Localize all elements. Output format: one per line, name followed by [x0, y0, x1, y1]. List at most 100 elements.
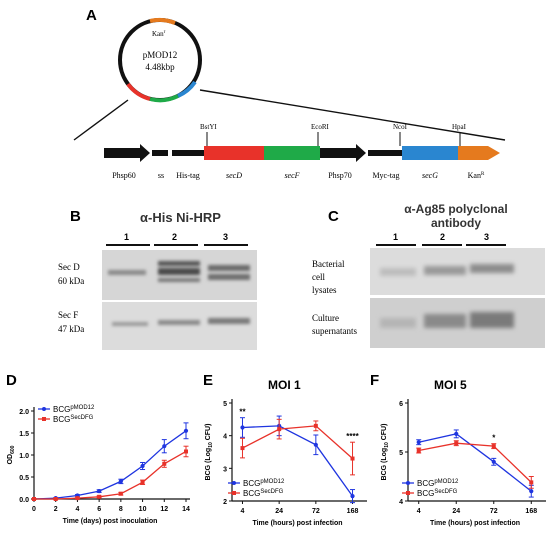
blot-c-lane-3: 3: [484, 232, 490, 242]
segment-phsp60: [104, 144, 150, 162]
chart-d-series-1-point-2: [75, 496, 80, 501]
chart-d-legend-marker-0: [42, 407, 46, 411]
blot-c-label-supernatants: Culture supernatants: [312, 313, 357, 336]
chart-e-ytick-label-0: 2: [223, 499, 227, 506]
segment-secg: [402, 146, 458, 160]
panel-c-letter: C: [328, 208, 339, 225]
chart-e-series-1-line: [242, 425, 353, 460]
chart-f-series-1-point-3: [529, 480, 534, 485]
chart-e-legend-marker-0: [232, 481, 236, 485]
plasmid-kan-label: Kanr: [152, 30, 166, 38]
chart-d-series-1-point-3: [97, 494, 102, 499]
chart-d-series-1-point-5: [140, 480, 145, 485]
chart-f-legend-marker-1: [406, 491, 410, 495]
chart-d-ytick-label-0: 0.0: [19, 497, 29, 504]
segment-phsp70: [320, 144, 366, 162]
chart-d-legend-marker-1: [42, 417, 46, 421]
chart-d-series-1-point-4: [118, 491, 123, 496]
chart-f-legend-marker-0: [406, 481, 410, 485]
chart-d-ytick-label-4: 2.0: [19, 409, 29, 416]
chart-e-series-1-point-3: [350, 456, 355, 461]
chart-f-annotation-0: *: [492, 434, 496, 443]
chart-e-xtick-label-1: 24: [275, 508, 283, 515]
chart-e-xlabel: Time (hours) post infection: [252, 520, 342, 527]
panel-d-letter: D: [6, 372, 17, 389]
chart-f-ytick-label-0: 4: [399, 499, 403, 506]
blot-c-lane-2: 2: [440, 232, 446, 242]
chart-d-series-1-line: [34, 450, 187, 500]
label-his-tag: His-tag: [176, 171, 200, 180]
chart-f-series-1-line: [418, 442, 532, 483]
chart-e-legend-label-1: BCGSecDFG: [243, 489, 284, 498]
label-myc-tag: Myc-tag: [372, 171, 399, 180]
blot-b-image: [102, 250, 257, 350]
label-secf: secF: [284, 171, 299, 180]
chart-e-ytick-label-1: 3: [223, 466, 227, 473]
plasmid-insert-arc-red: [126, 82, 151, 101]
label-phsp70: Phsp70: [328, 171, 352, 180]
blot-b-lane-1: 1: [124, 232, 130, 242]
chart-e-xtick-label-2: 72: [312, 508, 320, 515]
projection-line-left: [73, 99, 129, 141]
site-ecori: EcoRI: [311, 123, 330, 131]
chart-e-ylabel: BCG (Log10 CFU): [205, 424, 214, 481]
chart-d-series-1-point-0: [32, 497, 36, 501]
chart-f-xtick-label-1: 24: [452, 508, 460, 515]
chart-f-series-0-point-0: [416, 440, 421, 445]
panel-c: C α-Ag85 polyclonal antibody 1 2 3 Bacte…: [300, 200, 550, 360]
panel-f-letter: F: [370, 372, 380, 389]
blot-b-lane-2: 2: [172, 232, 178, 242]
chart-d-ytick-label-2: 1.0: [19, 453, 29, 460]
blot-b-lane-bar-2: [154, 244, 198, 246]
chart-e-legend-label-0: BCGpMOD12: [243, 479, 285, 488]
chart-f-series-0-line: [418, 433, 532, 492]
blot-c-title: α-Ag85 polyclonal antibody: [404, 202, 508, 230]
chart-d-xtick-label-7: 14: [182, 506, 190, 513]
blot-c-lane-bar-3: [466, 244, 506, 246]
site-hpai: HpaI: [452, 123, 467, 131]
blot-c-image: [370, 248, 545, 348]
chart-d-series-1-point-6: [162, 461, 167, 466]
label-kan: KanR: [468, 171, 485, 180]
label-ss: ss: [158, 171, 164, 180]
blot-b-label-secd: Sec D 60 kDa: [58, 262, 85, 286]
chart-d-series-0-point-4: [118, 479, 123, 484]
chart-d-xtick-label-0: 0: [32, 506, 36, 513]
blot-b-label-secf: Sec F 47 kDa: [58, 310, 85, 334]
segment-kan: [458, 146, 500, 160]
plasmid-map: Kanr pMOD12 4.48kbp: [118, 17, 202, 103]
chart-e-annotation-1: ****: [346, 432, 359, 441]
label-phsp60: Phsp60: [112, 171, 136, 180]
chart-d-xtick-label-3: 6: [97, 506, 101, 513]
chart-e-series-0-point-2: [313, 442, 318, 447]
segment-secd: [204, 146, 264, 160]
chart-f-series-1-point-0: [416, 448, 421, 453]
chart-f-xlabel: Time (hours) post infection: [430, 520, 520, 527]
chart-d-series-0-line: [33, 430, 187, 500]
chart-d-series-0-point-6: [162, 444, 167, 449]
panel-a-letter: A: [86, 7, 97, 24]
chart-d-xlabel: Time (days) post inoculation: [63, 518, 158, 525]
chart-e-series-0-point-3: [350, 494, 355, 499]
segment-secf: [264, 146, 320, 160]
chart-f-ytick-label-1: 5: [399, 450, 403, 457]
label-secd: secD: [226, 171, 242, 180]
segment-his-tag: [172, 150, 204, 156]
chart-d-series-1-point-7: [184, 449, 188, 454]
blot-c-lane-bar-1: [376, 244, 416, 246]
chart-f-xtick-label-2: 72: [490, 508, 498, 515]
chart-e-series-1-point-1: [277, 427, 282, 432]
chart-e-title: MOI 1: [268, 378, 301, 392]
chart-f-legend-label-0: BCGpMOD12: [417, 479, 459, 488]
chart-f-title: MOI 5: [434, 378, 467, 392]
projection-line-right: [199, 89, 506, 141]
chart-f-ylabel: BCG (Log10 CFU): [381, 424, 390, 481]
plasmid-size: 4.48kbp: [145, 62, 175, 72]
site-bstyi: BstYI: [200, 123, 217, 131]
plasmid-name: pMOD12: [143, 50, 178, 60]
chart-d-series-0-point-3: [97, 488, 102, 494]
segment-ss: [152, 150, 168, 156]
chart-e: 2 3 4 5 4 24 72 168 Time (hours) post infection B…: [205, 399, 367, 527]
blot-c-label-lysates: Bacterial cell lysates: [312, 259, 345, 295]
blot-b-lane-bar-1: [106, 244, 150, 246]
